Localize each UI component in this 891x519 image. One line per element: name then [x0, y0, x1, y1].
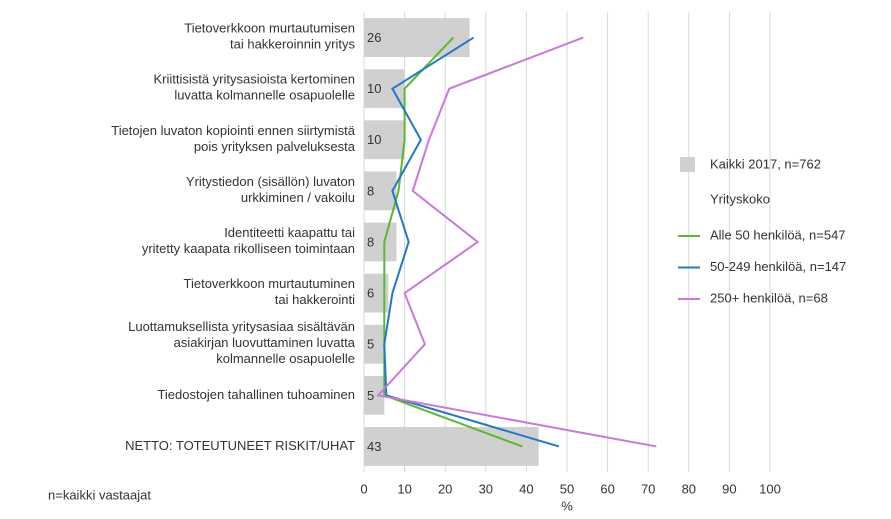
x-tick-label: 30	[479, 481, 493, 496]
x-tick-label: 50	[560, 481, 574, 496]
category-label: Tietojen luvaton kopiointi ennen siirtym…	[111, 123, 356, 154]
line	[383, 36, 560, 448]
bar-value-label: 43	[367, 439, 381, 454]
bar-value-label: 8	[367, 234, 374, 249]
bar	[364, 120, 405, 160]
category-label: Luottamuksellista yritysasiaa sisältävän…	[128, 320, 356, 367]
bar-value-label: 8	[367, 183, 374, 198]
note: n=kaikki vastaajat	[48, 487, 151, 502]
bar	[364, 427, 539, 466]
bar	[364, 375, 385, 415]
legend-label: 250+ henkilöä, n=68	[710, 290, 828, 305]
x-tick-label: 20	[438, 481, 452, 496]
line	[376, 36, 657, 448]
category-label: Yritystiedon (sisällön) luvaton urkkimine…	[186, 174, 355, 205]
x-tick-label: 40	[519, 481, 533, 496]
category-label: NETTO: TOTEUTUNEET RISKIT/UHAT	[125, 438, 355, 453]
x-tick-label: 80	[682, 481, 696, 496]
x-tick-label: 70	[641, 481, 655, 496]
bar-value-label: 10	[367, 81, 381, 96]
bar	[364, 324, 385, 364]
legend-title: Yrityskoko	[710, 191, 770, 206]
bar	[364, 171, 397, 211]
x-tick-label: 60	[600, 481, 614, 496]
category-label: Tietoverkkoon murtautumisen tai hakkeroin…	[184, 21, 355, 52]
x-tick-label: 10	[397, 481, 411, 496]
category-label: Tiedostojen tahallinen tuhoaminen	[157, 387, 355, 402]
category-label: Kriittisistä yritysasioista kertominen lu…	[153, 72, 355, 103]
x-axis-label: %	[561, 498, 573, 513]
bar-value-label: 5	[367, 337, 374, 352]
category-label: Tietoverkkoon murtautuminen tai hakkeroin…	[184, 277, 356, 308]
category-label: Identiteetti kaapattu tai yritetty kaapat…	[142, 225, 355, 256]
bar	[364, 69, 405, 109]
x-tick-label: 0	[360, 481, 367, 496]
bar-value-label: 5	[367, 388, 374, 403]
legend-swatch	[680, 157, 695, 172]
x-tick-label: 90	[722, 481, 736, 496]
x-tick-label: 100	[759, 481, 781, 496]
bar-value-label: 26	[367, 30, 381, 45]
bar	[364, 222, 397, 262]
line	[383, 36, 523, 448]
legend-label: Kaikki 2017, n=762	[710, 156, 821, 171]
bar-value-label: 6	[367, 286, 374, 301]
legend-label: 50-249 henkilöä, n=147	[710, 259, 846, 274]
bar-value-label: 10	[367, 132, 381, 147]
legend-label: Alle 50 henkilöä, n=547	[710, 227, 846, 242]
